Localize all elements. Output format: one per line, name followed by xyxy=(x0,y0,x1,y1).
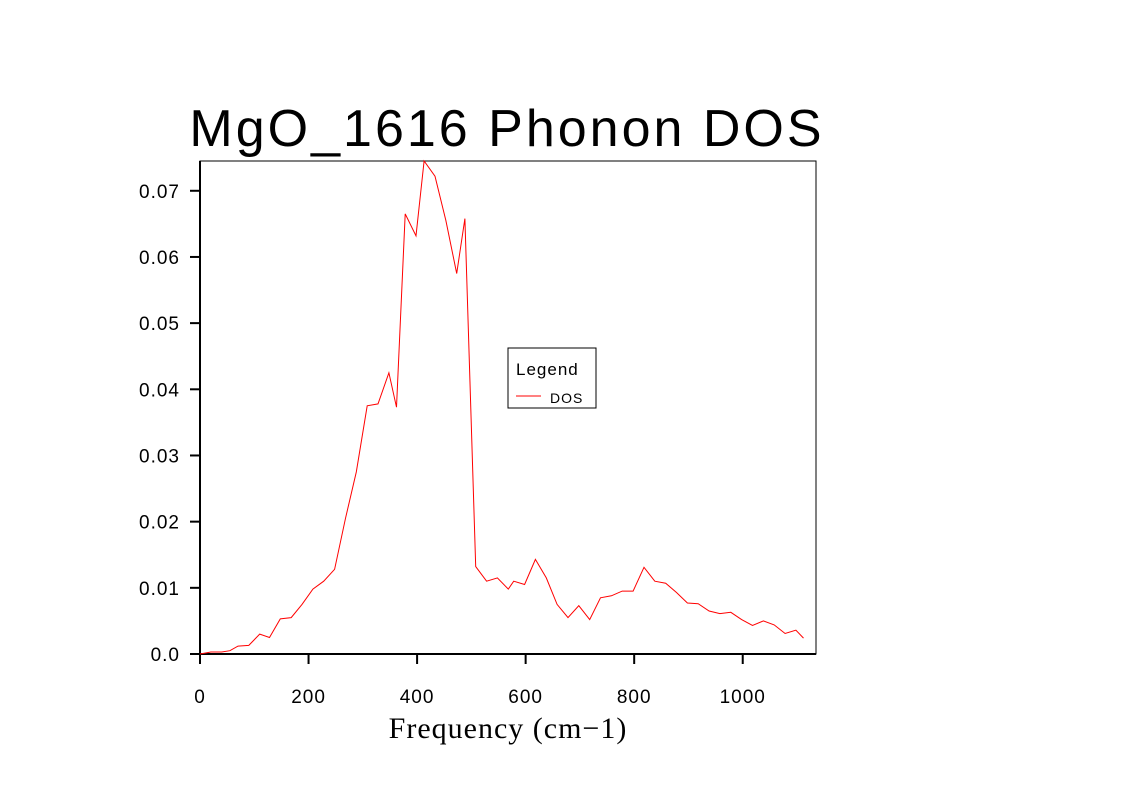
x-tick-label: 600 xyxy=(508,687,543,708)
dos-series-line xyxy=(199,159,804,655)
y-tick-label: 0.03 xyxy=(139,446,180,467)
y-tick-label: 0.02 xyxy=(139,513,180,534)
legend-box xyxy=(507,347,597,409)
y-tick-label: 0.0 xyxy=(151,645,180,666)
chart-title: MgO_1616 Phonon DOS xyxy=(189,100,824,158)
x-axis-label: Frequency (cm−1) xyxy=(389,712,628,745)
legend-entry-dos: DOS xyxy=(550,390,583,406)
y-tick-label: 0.01 xyxy=(139,579,180,600)
legend-title: Legend xyxy=(516,360,579,379)
x-tick-label: 0 xyxy=(194,687,206,708)
x-tick-label: 400 xyxy=(400,687,435,708)
x-tick-label: 200 xyxy=(291,687,326,708)
y-tick-label: 0.07 xyxy=(139,182,180,203)
legend: Legend DOS xyxy=(507,347,597,409)
y-tick-label: 0.05 xyxy=(139,314,180,335)
x-axis-ticks: 0 200 400 600 800 1000 xyxy=(194,654,766,708)
y-axis-ticks: 0.0 0.01 0.02 0.03 0.04 0.05 0.06 0.07 xyxy=(139,182,200,666)
x-tick-label: 1000 xyxy=(720,687,766,708)
y-tick-label: 0.04 xyxy=(139,380,180,401)
x-tick-label: 800 xyxy=(617,687,652,708)
y-tick-label: 0.06 xyxy=(139,248,180,269)
